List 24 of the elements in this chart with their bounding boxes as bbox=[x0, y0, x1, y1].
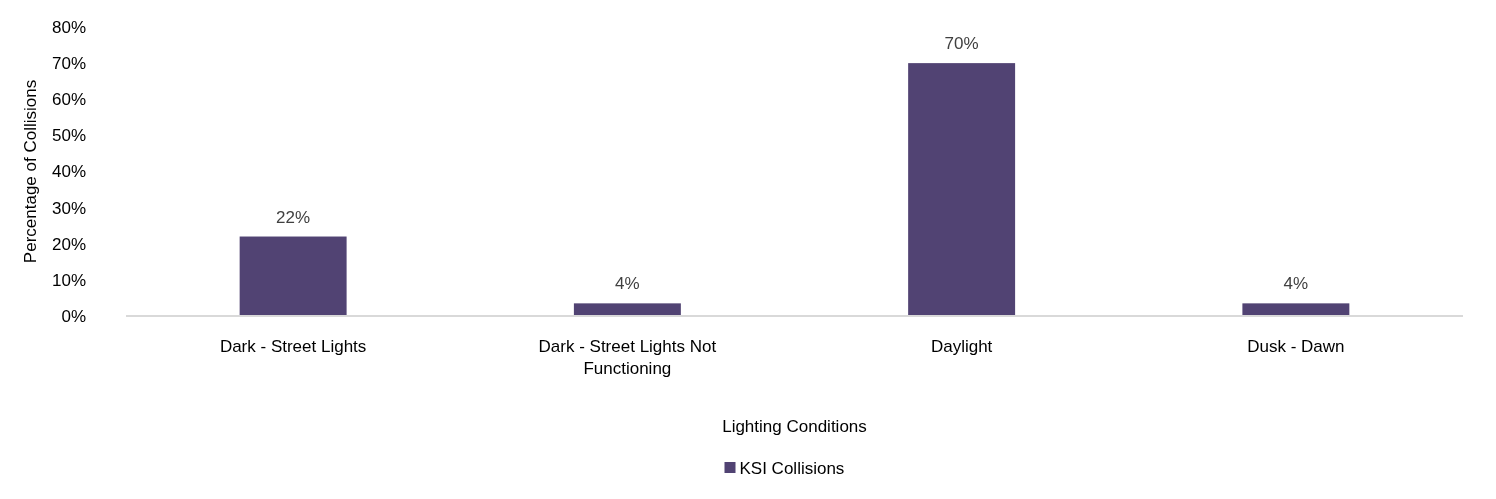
x-axis-title: Lighting Conditions bbox=[722, 417, 867, 436]
bar bbox=[908, 63, 1016, 316]
y-tick-label: 30% bbox=[51, 198, 86, 218]
y-tick-label: 80% bbox=[51, 17, 86, 37]
y-axis-title: Percentage of Collisions bbox=[21, 79, 40, 264]
y-tick-label: 60% bbox=[51, 90, 86, 110]
y-tick-label: 0% bbox=[61, 306, 86, 326]
y-tick-label: 20% bbox=[51, 234, 86, 254]
x-tick-label: Dusk - Dawn bbox=[1247, 337, 1345, 356]
data-label: 4% bbox=[615, 274, 640, 294]
data-label: 22% bbox=[276, 207, 311, 227]
x-tick-label: Dark - Street Lights Not Functioning bbox=[538, 337, 717, 378]
bar bbox=[239, 236, 347, 316]
y-tick-label: 70% bbox=[51, 54, 86, 74]
data-label: 70% bbox=[944, 34, 979, 54]
y-tick-label: 10% bbox=[51, 270, 86, 290]
bar bbox=[573, 303, 681, 316]
x-tick-label: Daylight bbox=[930, 337, 993, 356]
y-tick-label: 50% bbox=[51, 126, 86, 146]
data-label: 4% bbox=[1283, 274, 1309, 294]
legend-label: KSI Collisions bbox=[739, 458, 845, 478]
y-tick-label: 40% bbox=[51, 162, 86, 182]
x-tick-label: Dark - Street Lights bbox=[219, 337, 367, 356]
bar bbox=[1242, 303, 1350, 316]
